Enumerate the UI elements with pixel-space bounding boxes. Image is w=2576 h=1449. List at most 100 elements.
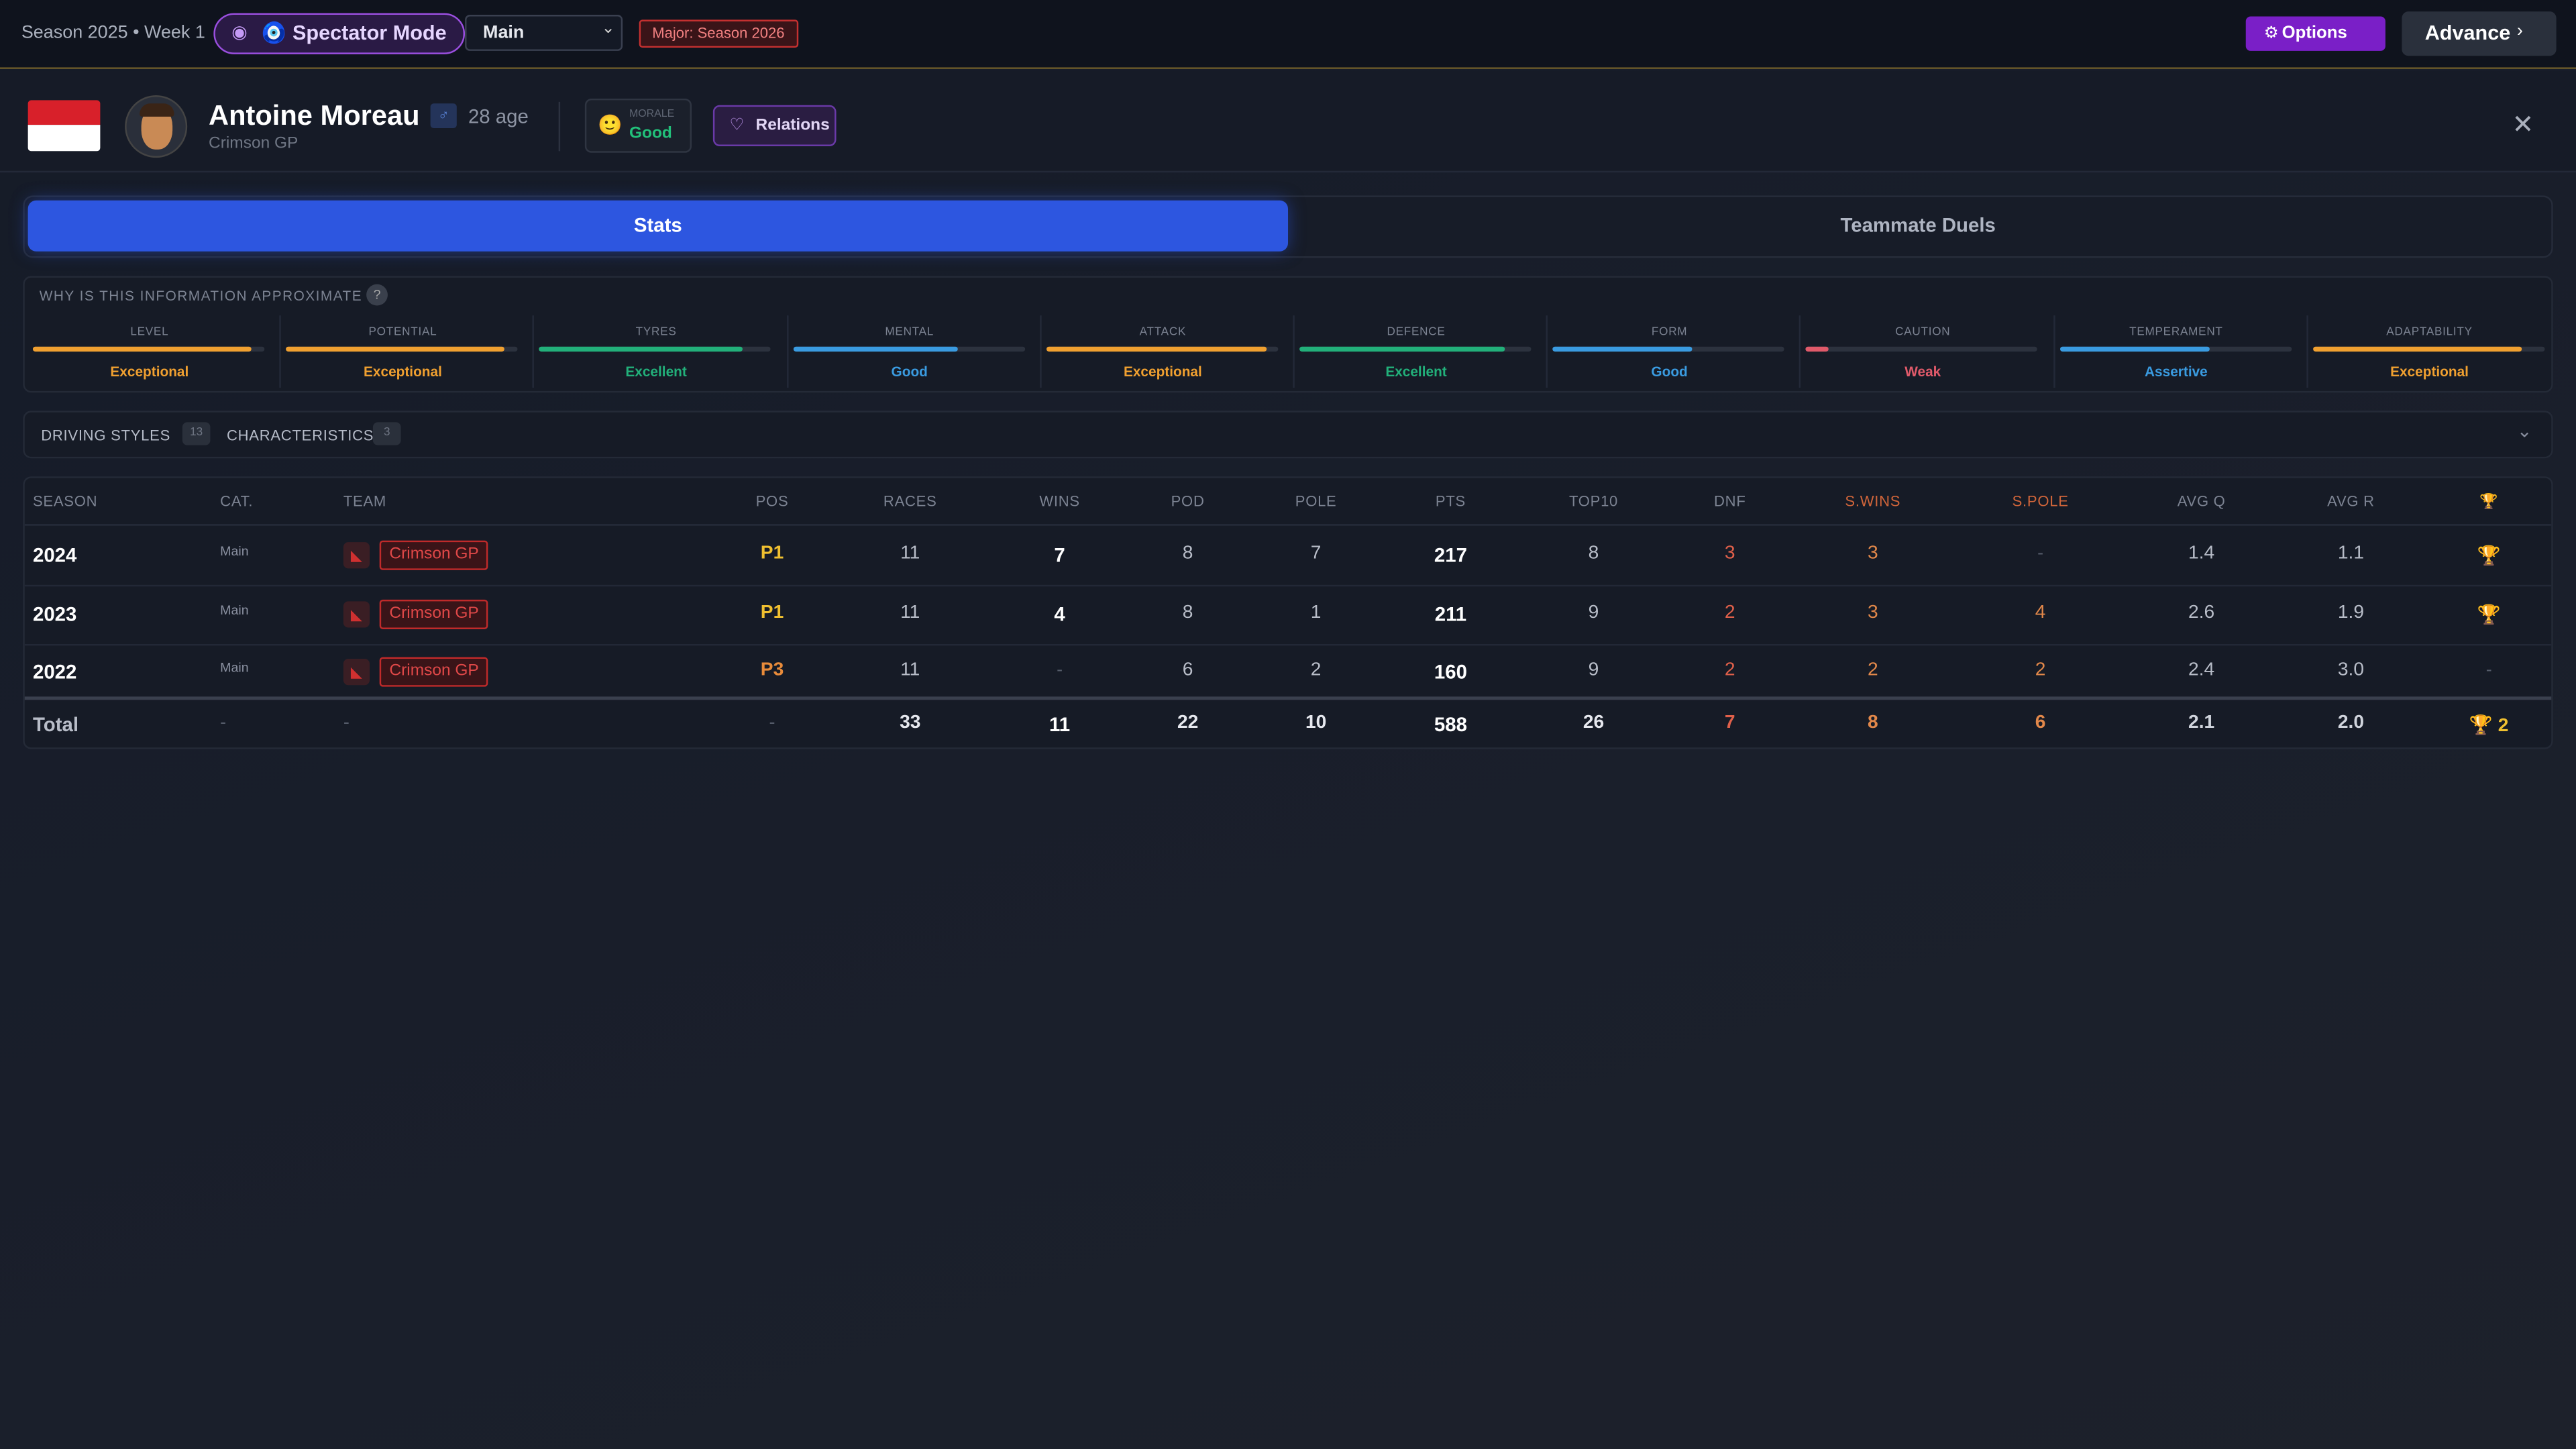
gender-badge: ♂ (430, 103, 457, 129)
cell: 11 (900, 543, 920, 564)
cell: 8 (1182, 602, 1193, 623)
section-label[interactable]: DRIVING STYLES (41, 427, 171, 444)
column-header: RACES (883, 492, 937, 510)
attr-divider (786, 315, 788, 388)
cell: 4 (2035, 602, 2046, 623)
attr-rating: Excellent (1385, 363, 1447, 380)
team-badge: Crimson GP (379, 599, 489, 629)
cell: Main (220, 543, 249, 559)
total-cell: 2.0 (2337, 712, 2365, 733)
column-header: WINS (1039, 492, 1080, 510)
advance-arrow: › (2516, 21, 2523, 42)
eye-icon: ◉ (231, 23, 248, 43)
attr-name: TYRES (635, 327, 677, 339)
column-header: TEAM (343, 492, 387, 510)
help-icon[interactable]: ? (366, 284, 388, 306)
cell: 211 (1434, 602, 1467, 627)
total-cell: 2.1 (2188, 712, 2215, 733)
attr-bar (1806, 346, 1829, 352)
cell: 1.1 (2337, 543, 2365, 564)
tab[interactable]: Teammate Duels (1840, 213, 1996, 237)
total-cell: - (343, 712, 350, 733)
attr-name: TEMPERAMENT (2129, 327, 2223, 339)
column-header: 🏆 (2479, 492, 2499, 510)
gear-icon: ⚙ (2263, 24, 2279, 43)
cell: 2 (1724, 602, 1735, 623)
cell: 160 (1434, 660, 1467, 684)
cell: P1 (760, 602, 784, 623)
tab[interactable]: Stats (28, 200, 1289, 252)
team-icon: ◣ (343, 659, 370, 686)
total-cell: 6 (2035, 712, 2046, 733)
attr-name: ADAPTABILITY (2386, 327, 2473, 339)
attr-rating: Good (891, 363, 928, 380)
attr-bar (1046, 346, 1267, 352)
section-count: 13 (182, 422, 211, 445)
team-icon: ◣ (343, 601, 370, 628)
cell: 1 (1310, 602, 1322, 623)
flag-white (28, 125, 101, 152)
spectator-button[interactable]: 🧿 Spectator Mode ◉ (213, 13, 465, 54)
cell: 2 (1310, 660, 1322, 680)
avatar-hair (140, 103, 174, 117)
column-header: POS (755, 492, 789, 510)
cell: 2024 (32, 543, 77, 567)
attr-name: DEFENCE (1387, 327, 1446, 339)
attr-divider (1039, 315, 1042, 388)
column-header: POLE (1295, 492, 1337, 510)
attr-bar (2059, 346, 2210, 352)
cell: 3 (1867, 543, 1878, 564)
close-button[interactable]: ✕ (2512, 111, 2534, 140)
header-row-bg (24, 478, 2552, 526)
attr-rating: Good (1651, 363, 1688, 380)
sections-bar (23, 411, 2553, 459)
section-label[interactable]: CHARACTERISTICS (226, 427, 374, 444)
attr-name: LEVEL (130, 327, 169, 339)
cell: 8 (1588, 543, 1599, 564)
total-cell: 26 (1582, 712, 1605, 733)
morale-value: Good (629, 125, 672, 144)
cell: 2.6 (2188, 602, 2215, 623)
category-select[interactable]: Main (465, 15, 623, 51)
driver-name: Antoine Moreau (209, 100, 420, 131)
section-count: 3 (372, 422, 401, 445)
cell: 2 (2035, 660, 2046, 680)
column-header: AVG R (2327, 492, 2375, 510)
attributes-panel (23, 276, 2553, 393)
driver-bar (0, 70, 2576, 173)
team-icon: ◣ (343, 542, 370, 569)
attr-rating: Exceptional (110, 363, 189, 380)
select-caret: ⌄ (601, 19, 615, 38)
column-header: TOP10 (1568, 492, 1619, 510)
cell: 11 (900, 602, 920, 623)
morale-emoji: 🙂 (598, 113, 623, 137)
major-badge: Major: Season 2026 (639, 19, 798, 48)
attr-rating: Exceptional (1123, 363, 1202, 380)
total-cell: 588 (1434, 712, 1467, 737)
options-button[interactable]: Options ⚙ (2245, 16, 2385, 51)
cell: 2.4 (2188, 660, 2215, 680)
cell: 217 (1434, 543, 1467, 567)
attr-rating: Assertive (2145, 363, 2208, 380)
attributes-note: WHY IS THIS INFORMATION APPROXIMATE (39, 287, 363, 305)
total-cell: 22 (1177, 712, 1199, 733)
cell: 3 (1867, 602, 1878, 623)
total-cell: Total (32, 712, 79, 737)
attr-divider (533, 315, 535, 388)
avatar (125, 95, 188, 158)
column-header: SEASON (32, 492, 98, 510)
cell: 6 (1182, 660, 1193, 680)
team-badge: Crimson GP (379, 540, 489, 570)
column-header: PTS (1435, 492, 1466, 510)
attr-rating: Exceptional (2390, 363, 2469, 380)
total-divider (24, 696, 2552, 700)
attr-rating: Exceptional (364, 363, 442, 380)
team-badge: Crimson GP (379, 657, 489, 687)
relations-button[interactable]: Relations ♡ (712, 105, 837, 146)
cell: 2 (1867, 660, 1878, 680)
advance-button[interactable]: Advance (2402, 11, 2557, 56)
attr-divider (1293, 315, 1295, 388)
flag-red (28, 100, 101, 125)
column-header: S.POLE (2012, 492, 2069, 510)
